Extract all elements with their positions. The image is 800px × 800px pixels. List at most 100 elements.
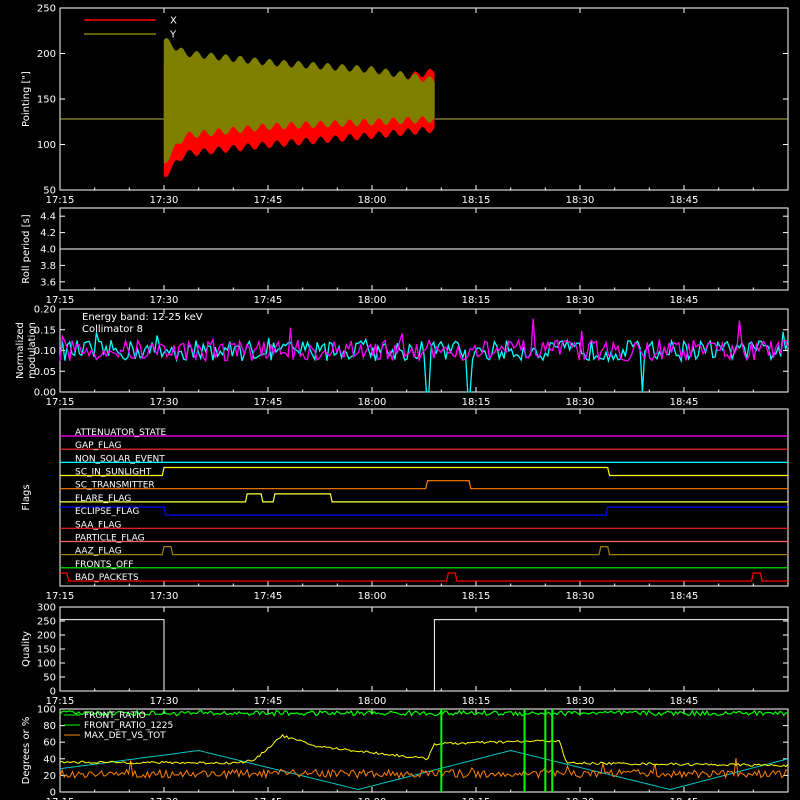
quality-ytick-label: 0 [50, 687, 56, 698]
quality-ylabel: Quality [21, 631, 32, 667]
flag-line-bad_packets [60, 572, 788, 582]
quality-xtick-label: 18:30 [566, 696, 595, 707]
flags-frame [59, 408, 789, 587]
ratios-series-yellow [59, 733, 789, 768]
pointing-ytick-label: 150 [37, 95, 56, 106]
modulation-ytick-label: 0.00 [34, 388, 56, 399]
legend-label-X: X [170, 16, 177, 27]
modulation-ylabel: Normalized [15, 322, 26, 379]
ratios-series-front-ratio [59, 709, 789, 717]
pointing-xtick-label: 18:30 [566, 195, 595, 206]
modulation-xtick-label: 18:15 [462, 397, 491, 408]
quality-ytick-label: 200 [37, 631, 56, 642]
flags-xtick-label: 17:30 [150, 591, 179, 602]
roll-xtick-label: 18:30 [566, 295, 595, 306]
modulation-energy-band: Energy band: 12-25 keV [82, 312, 203, 323]
ratios-ylabel: Degrees or % [21, 717, 32, 785]
ratios-xtick-label: 17:30 [150, 797, 179, 800]
flags-xtick-label: 18:45 [670, 591, 699, 602]
roll-ylabel: Roll period [s] [21, 214, 32, 283]
pointing-ytick-label: 100 [37, 140, 56, 151]
pointing-xtick-label: 17:30 [150, 195, 179, 206]
flags-xtick-label: 17:15 [46, 591, 75, 602]
ratios-xtick-label: 18:45 [670, 797, 699, 800]
ratios-ytick-label: 20 [43, 771, 56, 782]
flag-label-attenuator_state: ATTENUATOR_STATE [75, 428, 167, 438]
pointing-xtick-label: 18:00 [358, 195, 387, 206]
flags-xtick-label: 18:00 [358, 591, 387, 602]
modulation-xtick-label: 17:30 [150, 397, 179, 408]
roll-xtick-label: 17:45 [254, 295, 283, 306]
modulation-ytick-label: 0.05 [34, 367, 56, 378]
ratios-ytick-label: 0 [50, 788, 56, 799]
flag-label-aaz_flag: AAZ_FLAG [75, 547, 122, 557]
modulation-series-Collimator 8 [59, 331, 789, 393]
pointing-series-Y [163, 38, 435, 164]
pointing-ytick-label: 50 [43, 186, 56, 197]
roll-ytick-label: 3.8 [40, 261, 56, 272]
pointing-ytick-label: 200 [37, 49, 56, 60]
modulation-ytick-label: 0.15 [34, 325, 56, 336]
flag-label-particle_flag: PARTICLE_FLAG [75, 533, 145, 543]
modulation-ytick-label: 0.20 [34, 305, 56, 316]
quality-ytick-label: 100 [37, 659, 56, 670]
ratios-series-max-det [59, 757, 789, 780]
ratios-series-cyan [59, 749, 789, 791]
ratios-frame [59, 708, 789, 793]
pointing-xtick-label: 18:15 [462, 195, 491, 206]
ratios-xtick-label: 17:45 [254, 797, 283, 800]
ratios-xtick-label: 18:00 [358, 797, 387, 800]
roll-xtick-label: 17:30 [150, 295, 179, 306]
flag-line-aaz_flag [60, 545, 788, 556]
roll-xtick-label: 18:45 [670, 295, 699, 306]
ratios-ytick-label: 60 [43, 738, 56, 749]
quality-series [60, 619, 788, 692]
flags-xtick-label: 18:30 [566, 591, 595, 602]
quality-ytick-label: 300 [37, 603, 56, 614]
quality-xtick-label: 18:00 [358, 696, 387, 707]
ratios-xtick-label: 18:15 [462, 797, 491, 800]
flag-line-eclipse_flag [60, 506, 788, 516]
flag-label-non_solar_event: NON_SOLAR_EVENT [75, 454, 165, 464]
flag-label-gap_flag: GAP_FLAG [75, 441, 121, 451]
modulation-xtick-label: 17:15 [46, 397, 75, 408]
modulation-ylabel: modulation [27, 322, 38, 379]
legend-label-Y: Y [169, 30, 177, 41]
quality-ytick-label: 50 [43, 673, 56, 684]
quality-xtick-label: 17:30 [150, 696, 179, 707]
ratios-legend-label: FRONT_RATIO [84, 711, 146, 721]
ratios-ytick-label: 100 [37, 705, 56, 716]
pointing-xtick-label: 17:15 [46, 195, 75, 206]
ratios-legend-label: FRONT_RATIO_1225 [84, 721, 173, 731]
modulation-xtick-label: 18:30 [566, 397, 595, 408]
pointing-ytick-label: 250 [37, 4, 56, 15]
pointing-ylabel: Pointing ["] [21, 71, 32, 127]
ratios-ytick-label: 40 [43, 754, 56, 765]
roll-xtick-label: 17:15 [46, 295, 75, 306]
ratios-legend-label: MAX_DET_VS_TOT [84, 731, 166, 741]
modulation-series-magenta [59, 318, 789, 363]
quality-xtick-label: 18:15 [462, 696, 491, 707]
flags-xtick-label: 17:45 [254, 591, 283, 602]
flag-label-sc_transmitter: SC_TRANSMITTER [75, 481, 155, 491]
quality-xtick-label: 17:45 [254, 696, 283, 707]
modulation-xtick-label: 18:00 [358, 397, 387, 408]
ratios-xtick-label: 17:15 [46, 797, 75, 800]
quality-xtick-label: 18:45 [670, 696, 699, 707]
roll-xtick-label: 18:15 [462, 295, 491, 306]
flag-line-sc_transmitter [60, 480, 788, 490]
flag-label-sc_in_sunlight: SC_IN_SUNLIGHT [75, 468, 152, 478]
modulation-collimator: Collimator 8 [82, 324, 143, 335]
roll-ytick-label: 4.0 [40, 245, 56, 256]
flag-line-sc_in_sunlight [60, 466, 788, 477]
quality-xtick-label: 17:15 [46, 696, 75, 707]
flag-label-flare_flag: FLARE_FLAG [75, 494, 131, 504]
modulation-ytick-label: 0.10 [34, 346, 56, 357]
roll-ytick-label: 4.4 [40, 212, 56, 223]
modulation-xtick-label: 17:45 [254, 397, 283, 408]
quality-ytick-label: 250 [37, 617, 56, 628]
pointing-xtick-label: 18:45 [670, 195, 699, 206]
flag-label-eclipse_flag: ECLIPSE_FLAG [75, 507, 139, 517]
roll-xtick-label: 18:00 [358, 295, 387, 306]
flag-label-fronts_off: FRONTS_OFF [75, 560, 133, 570]
